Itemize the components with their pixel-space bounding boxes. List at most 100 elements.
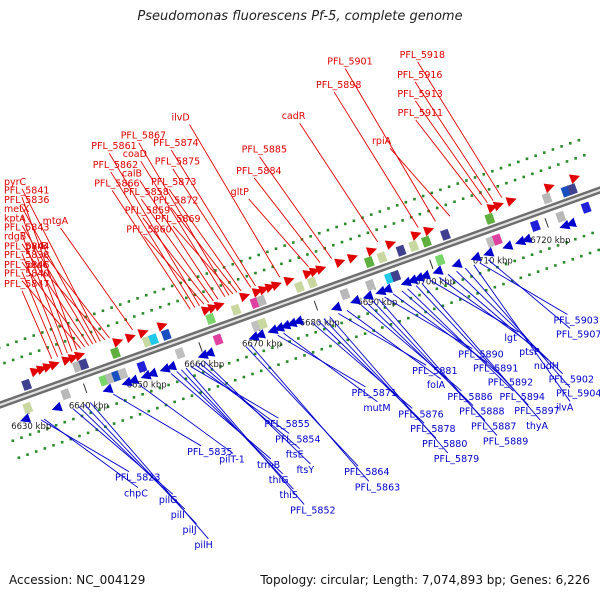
gene-label-forward[interactable]: PFL_5911: [398, 108, 443, 119]
gene-label-reverse[interactable]: pilH: [194, 540, 212, 551]
gene-label-forward[interactable]: PFL_5884: [236, 166, 281, 177]
gene-label-forward[interactable]: PFL_5873: [151, 177, 196, 188]
gene-arrow[interactable]: [112, 335, 125, 348]
gene-block[interactable]: [136, 360, 148, 373]
gene-arrow[interactable]: [418, 269, 431, 283]
gene-label-forward[interactable]: mtgA: [43, 216, 69, 227]
gene-label-forward[interactable]: PFL_5861: [91, 141, 136, 152]
gene-label-reverse[interactable]: ilvA: [556, 402, 574, 413]
gene-arrow[interactable]: [272, 322, 285, 335]
gene-arrow[interactable]: [410, 228, 423, 241]
gene-block[interactable]: [21, 378, 33, 391]
gene-label-reverse[interactable]: PFL_5888: [459, 407, 504, 418]
gene-arrow[interactable]: [279, 319, 292, 333]
gene-block[interactable]: [363, 255, 375, 269]
gene-arrow[interactable]: [501, 240, 514, 253]
gene-arrow[interactable]: [513, 235, 527, 249]
gene-label-reverse[interactable]: thiS: [279, 490, 297, 501]
gene-label-forward[interactable]: PFL_5866: [94, 178, 139, 189]
gene-arrow[interactable]: [50, 401, 63, 415]
gene-arrow[interactable]: [213, 299, 227, 312]
gene-block[interactable]: [22, 401, 34, 414]
gene-label-forward[interactable]: proC: [27, 260, 50, 271]
gene-label-forward[interactable]: pyrC: [4, 177, 27, 188]
gene-label-forward[interactable]: PFL_5869: [155, 214, 200, 225]
gene-label-forward[interactable]: PFL_5867: [121, 131, 166, 142]
gene-label-forward[interactable]: rpiA: [372, 136, 392, 147]
gene-block[interactable]: [339, 288, 351, 301]
gene-block[interactable]: [541, 192, 553, 205]
gene-arrow[interactable]: [164, 360, 178, 374]
gene-label-forward[interactable]: PFL_5874: [153, 138, 198, 149]
gene-arrow[interactable]: [139, 369, 152, 383]
gene-arrow[interactable]: [266, 324, 279, 337]
gene-block[interactable]: [555, 210, 567, 223]
gene-label-forward[interactable]: gltP: [231, 187, 249, 198]
gene-label-reverse[interactable]: PFL_5887: [471, 422, 516, 433]
gene-arrow[interactable]: [361, 290, 374, 303]
gene-block[interactable]: [230, 303, 242, 316]
gene-block[interactable]: [110, 346, 121, 360]
gene-label-reverse[interactable]: PFL_5903: [553, 316, 598, 327]
gene-arrow[interactable]: [469, 251, 482, 265]
gene-arrow[interactable]: [18, 413, 32, 426]
gene-label-reverse[interactable]: PFL_5863: [355, 482, 400, 493]
gene-arrow[interactable]: [126, 374, 140, 387]
gene-label-forward[interactable]: pyrB: [26, 241, 48, 252]
gene-label-reverse[interactable]: PFL_5907: [556, 329, 600, 340]
gene-arrow[interactable]: [291, 315, 305, 328]
gene-arrow[interactable]: [374, 285, 387, 299]
gene-block[interactable]: [580, 201, 592, 214]
gene-label-forward[interactable]: coaD: [123, 149, 147, 160]
gene-label-reverse[interactable]: PFL_5881: [412, 366, 457, 377]
gene-block[interactable]: [257, 317, 268, 330]
gene-block[interactable]: [160, 328, 172, 341]
gene-label-reverse[interactable]: PFL_5889: [483, 436, 528, 447]
gene-label-reverse[interactable]: PFL_5835: [187, 447, 232, 458]
gene-arrow[interactable]: [315, 262, 328, 275]
gene-label-reverse[interactable]: PFL_5886: [447, 392, 492, 403]
gene-label-reverse[interactable]: pilI: [171, 510, 185, 521]
gene-label-reverse[interactable]: PFL_5878: [410, 424, 455, 435]
gene-arrow[interactable]: [202, 347, 216, 360]
gene-label-forward[interactable]: cadR: [282, 111, 306, 122]
gene-block[interactable]: [395, 244, 407, 257]
gene-arrow[interactable]: [543, 180, 557, 194]
gene-arrow[interactable]: [156, 319, 169, 332]
gene-arrow[interactable]: [73, 349, 87, 362]
gene-arrow[interactable]: [568, 171, 582, 184]
gene-block[interactable]: [212, 333, 224, 346]
gene-label-reverse[interactable]: pilT-1: [219, 454, 245, 465]
gene-arrow[interactable]: [564, 217, 577, 231]
gene-label-reverse[interactable]: pilG: [159, 495, 178, 506]
gene-arrow[interactable]: [450, 258, 463, 271]
gene-label-reverse[interactable]: thiG: [269, 475, 289, 486]
gene-label-reverse[interactable]: PFL_5864: [344, 467, 389, 478]
gene-label-reverse[interactable]: PFL_5894: [500, 392, 545, 403]
gene-arrow[interactable]: [380, 283, 393, 296]
gene-block[interactable]: [566, 183, 578, 196]
gene-label-reverse[interactable]: mutM: [363, 403, 390, 414]
gene-arrow[interactable]: [348, 294, 362, 308]
gene-arrow[interactable]: [384, 237, 398, 250]
gene-label-reverse[interactable]: PFL_5876: [398, 409, 443, 420]
gene-label-forward[interactable]: PFL_5840: [4, 269, 49, 280]
gene-arrow[interactable]: [101, 383, 114, 397]
gene-arrow[interactable]: [423, 223, 436, 237]
forward-strand-genes[interactable]: PFL_5847PFL_5846PFL_5844PFL_5843metXPFL_…: [4, 50, 582, 391]
gene-arrow[interactable]: [520, 233, 533, 246]
gene-arrow[interactable]: [283, 274, 296, 287]
gene-block[interactable]: [434, 253, 446, 267]
gene-label-reverse[interactable]: PFL_5880: [422, 439, 467, 450]
gene-arrow[interactable]: [120, 376, 133, 390]
gene-label-reverse[interactable]: PFL_5855: [264, 419, 309, 430]
gene-arrow[interactable]: [492, 198, 506, 212]
gene-arrow[interactable]: [412, 272, 425, 285]
gene-arrow[interactable]: [505, 194, 519, 207]
gene-label-forward[interactable]: rdgB: [4, 232, 26, 243]
gene-arrow[interactable]: [334, 255, 347, 269]
gene-label-forward[interactable]: PFL_5898: [316, 80, 361, 91]
gene-label-reverse[interactable]: PFL_5854: [275, 434, 320, 445]
gene-block[interactable]: [408, 240, 420, 253]
